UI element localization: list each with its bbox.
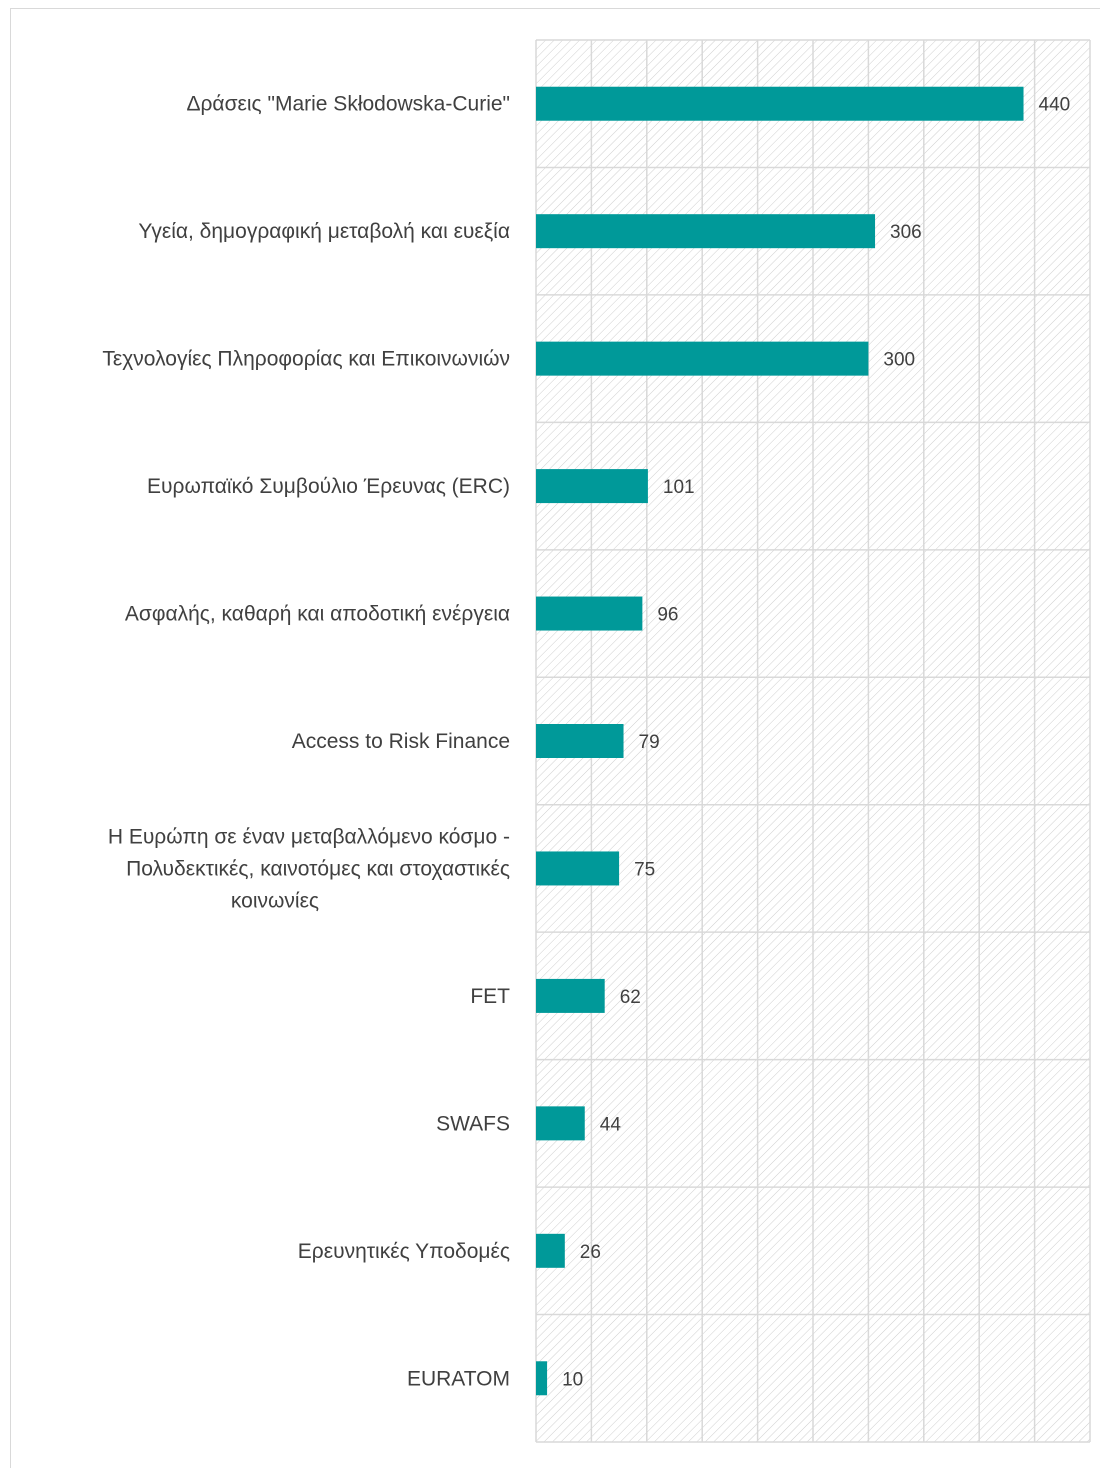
- data-label: 44: [600, 1114, 622, 1135]
- data-label: 75: [634, 859, 655, 880]
- bar: [536, 851, 620, 886]
- category-label: Τεχνολογίες Πληροφορίας και Επικοινωνιών: [102, 348, 510, 371]
- bars: [536, 86, 1024, 1396]
- data-label: 300: [883, 350, 915, 371]
- data-label: 440: [1039, 95, 1071, 116]
- category-label: Δράσεις "Marie Skłodowska-Curie": [186, 93, 510, 116]
- category-label: Ευρωπαϊκό Συμβούλιο Έρευνας (ERC): [147, 475, 510, 498]
- bar: [536, 724, 624, 758]
- category-labels: Δράσεις "Marie Skłodowska-Curie" Υγεία, δ…: [102, 93, 510, 1391]
- data-label: 101: [663, 477, 695, 498]
- category-label: κοινωνίες: [231, 889, 319, 912]
- bar: [536, 469, 648, 504]
- data-label: 96: [657, 605, 678, 626]
- data-label: 306: [890, 222, 922, 243]
- category-label: Access to Risk Finance: [292, 730, 510, 753]
- bar: [536, 1233, 565, 1268]
- data-label: 62: [620, 987, 641, 1008]
- data-label: 26: [580, 1242, 601, 1263]
- bar: [536, 1106, 585, 1141]
- category-label: Ασφαλής, καθαρή και αποδοτική ενέργεια: [125, 603, 510, 626]
- data-label: 79: [639, 732, 660, 753]
- bar: [536, 86, 1024, 121]
- category-label: Υγεία, δημογραφική μεταβολή και ευεξία: [138, 220, 510, 243]
- bar: [536, 596, 643, 631]
- gridlines: [535, 39, 1091, 1443]
- bar: [536, 978, 605, 1013]
- category-label: FET: [470, 985, 510, 1008]
- category-label: Η Ευρώπη σε έναν μεταβαλλόμενο κόσμο -: [108, 825, 510, 848]
- category-label: SWAFS: [436, 1112, 510, 1135]
- category-label: Ερευνητικές Υποδομές: [298, 1240, 510, 1263]
- bar: [536, 1361, 548, 1396]
- data-label: 10: [562, 1369, 583, 1390]
- bar: [536, 214, 876, 249]
- category-label: Πολυδεκτικές, καινοτόμες και στοχαστικές: [126, 857, 510, 880]
- category-label: EURATOM: [407, 1367, 510, 1390]
- value-labels: 440 306 300 101 96 79 75 62 44 26 10: [562, 95, 1070, 1391]
- bar: [536, 341, 869, 376]
